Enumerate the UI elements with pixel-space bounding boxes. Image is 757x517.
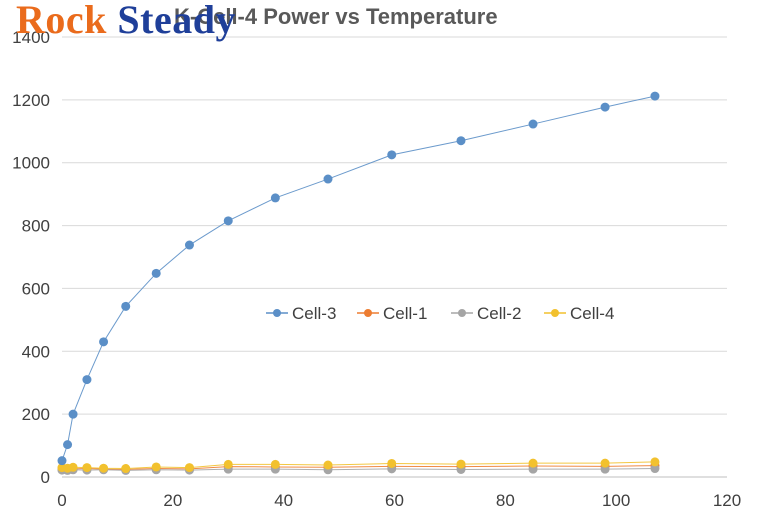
legend-marker-cell-3 — [273, 309, 281, 317]
data-point-cell-3 — [68, 409, 78, 419]
y-tick-label: 200 — [22, 405, 50, 424]
data-point-cell-3 — [528, 119, 538, 129]
data-point-cell-4 — [223, 459, 233, 469]
data-point-cell-3 — [99, 337, 109, 347]
series-line-cell-3 — [61, 95, 656, 461]
y-tick-label: 1000 — [12, 154, 50, 173]
data-point-cell-3 — [387, 150, 397, 160]
data-point-cell-3 — [600, 102, 610, 112]
series-line-cell-2 — [61, 468, 655, 471]
y-tick-label: 0 — [41, 468, 50, 487]
data-point-cell-4 — [121, 464, 131, 474]
y-tick-label: 800 — [22, 217, 50, 236]
data-point-cell-3 — [650, 91, 660, 101]
x-tick-label: 20 — [163, 491, 182, 510]
data-point-cell-3 — [184, 240, 194, 250]
legend-marker-cell-1 — [364, 309, 372, 317]
data-point-cell-4 — [68, 462, 78, 472]
legend-label-cell-3: Cell-3 — [292, 304, 336, 323]
data-point-cell-4 — [456, 459, 466, 469]
legend-marker-cell-2 — [458, 309, 466, 317]
rocksteady-logo: Rock Steady — [16, 0, 236, 43]
data-point-cell-4 — [528, 458, 538, 468]
series-line-cell-4 — [61, 461, 655, 470]
data-point-cell-4 — [151, 462, 161, 472]
data-point-cell-4 — [270, 459, 280, 469]
chart-title: K-Cell-4 Power vs Temperature — [174, 4, 498, 29]
x-tick-label: 0 — [57, 491, 66, 510]
logo-word-steady: Steady — [117, 0, 236, 42]
data-point-cell-4 — [82, 463, 92, 473]
data-point-cell-2 — [650, 464, 660, 474]
y-tick-label: 600 — [22, 279, 50, 298]
x-tick-label: 80 — [496, 491, 515, 510]
data-point-cell-3 — [456, 136, 466, 146]
data-point-cell-3 — [270, 193, 280, 203]
data-point-cell-3 — [151, 268, 161, 278]
data-point-cell-4 — [650, 457, 660, 467]
x-tick-label: 100 — [602, 491, 630, 510]
data-point-cell-4 — [323, 460, 333, 470]
data-point-cell-4 — [600, 458, 610, 468]
x-tick-label: 40 — [274, 491, 293, 510]
y-tick-label: 1200 — [12, 91, 50, 110]
data-point-cell-3 — [82, 375, 92, 385]
series-line-cell-1 — [61, 465, 655, 470]
legend-label-cell-4: Cell-4 — [570, 304, 614, 323]
data-point-cell-3 — [323, 174, 333, 184]
data-point-cell-3 — [223, 216, 233, 226]
data-point-cell-4 — [184, 463, 194, 473]
data-point-cell-4 — [99, 463, 109, 473]
legend-label-cell-1: Cell-1 — [383, 304, 427, 323]
data-point-cell-3 — [57, 456, 67, 466]
data-point-cell-3 — [63, 440, 73, 450]
data-point-cell-3 — [121, 301, 131, 311]
data-point-cell-4 — [387, 458, 397, 468]
logo-word-rock: Rock — [16, 0, 107, 42]
legend-label-cell-2: Cell-2 — [477, 304, 521, 323]
y-tick-label: 1400 — [12, 28, 50, 47]
y-tick-label: 400 — [22, 342, 50, 361]
x-tick-label: 120 — [713, 491, 741, 510]
legend-marker-cell-4 — [551, 309, 559, 317]
x-tick-label: 60 — [385, 491, 404, 510]
